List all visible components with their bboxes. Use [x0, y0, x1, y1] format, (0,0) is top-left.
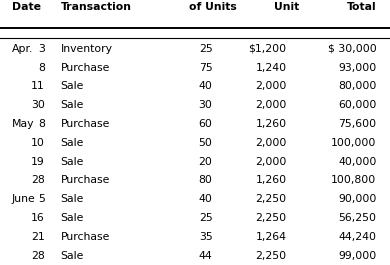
- Text: 28: 28: [31, 251, 45, 261]
- Text: 20: 20: [199, 157, 213, 167]
- Text: 100,800: 100,800: [331, 175, 376, 186]
- Text: 2,000: 2,000: [255, 81, 287, 91]
- Text: Purchase: Purchase: [60, 232, 110, 242]
- Text: Transaction: Transaction: [60, 2, 131, 12]
- Text: 99,000: 99,000: [338, 251, 376, 261]
- Text: 8: 8: [38, 119, 45, 129]
- Text: 30: 30: [199, 100, 213, 110]
- Text: Sale: Sale: [60, 251, 84, 261]
- Text: 2,250: 2,250: [255, 213, 287, 223]
- Text: Number
of Units: Number of Units: [188, 0, 237, 12]
- Text: 1,240: 1,240: [255, 63, 287, 73]
- Text: 25: 25: [199, 44, 213, 54]
- Text: 5: 5: [38, 194, 45, 204]
- Text: 19: 19: [31, 157, 45, 167]
- Text: Sale: Sale: [60, 194, 84, 204]
- Text: Purchase: Purchase: [60, 63, 110, 73]
- Text: 50: 50: [199, 138, 213, 148]
- Text: 1,260: 1,260: [255, 119, 287, 129]
- Text: June: June: [12, 194, 35, 204]
- Text: 2,250: 2,250: [255, 251, 287, 261]
- Text: 21: 21: [31, 232, 45, 242]
- Text: 1,264: 1,264: [256, 232, 287, 242]
- Text: 16: 16: [31, 213, 45, 223]
- Text: May: May: [12, 119, 34, 129]
- Text: Total: Total: [347, 2, 376, 12]
- Text: $ 30,000: $ 30,000: [328, 44, 376, 54]
- Text: 44,240: 44,240: [339, 232, 376, 242]
- Text: 2,250: 2,250: [255, 194, 287, 204]
- Text: 1,260: 1,260: [255, 175, 287, 186]
- Text: 25: 25: [199, 213, 213, 223]
- Text: 2,000: 2,000: [255, 157, 287, 167]
- Text: Apr.: Apr.: [12, 44, 33, 54]
- Text: 8: 8: [38, 63, 45, 73]
- Text: Purchase: Purchase: [60, 119, 110, 129]
- Text: 40: 40: [199, 194, 213, 204]
- Text: Per
Unit: Per Unit: [274, 0, 299, 12]
- Text: 40,000: 40,000: [338, 157, 376, 167]
- Text: 100,000: 100,000: [331, 138, 376, 148]
- Text: Sale: Sale: [60, 100, 84, 110]
- Text: Sale: Sale: [60, 157, 84, 167]
- Text: 90,000: 90,000: [338, 194, 376, 204]
- Text: Sale: Sale: [60, 81, 84, 91]
- Text: 10: 10: [31, 138, 45, 148]
- Text: $1,200: $1,200: [248, 44, 287, 54]
- Text: 28: 28: [31, 175, 45, 186]
- Text: 40: 40: [199, 81, 213, 91]
- Text: 2,000: 2,000: [255, 100, 287, 110]
- Text: Sale: Sale: [60, 138, 84, 148]
- Text: 56,250: 56,250: [339, 213, 376, 223]
- Text: 75,600: 75,600: [338, 119, 376, 129]
- Text: 2,000: 2,000: [255, 138, 287, 148]
- Text: 30: 30: [31, 100, 45, 110]
- Text: 60: 60: [199, 119, 213, 129]
- Text: 75: 75: [199, 63, 213, 73]
- Text: 11: 11: [31, 81, 45, 91]
- Text: 44: 44: [199, 251, 213, 261]
- Text: 80,000: 80,000: [338, 81, 376, 91]
- Text: 80: 80: [199, 175, 213, 186]
- Text: 60,000: 60,000: [338, 100, 376, 110]
- Text: Purchase: Purchase: [60, 175, 110, 186]
- Text: 35: 35: [199, 232, 213, 242]
- Text: Inventory: Inventory: [60, 44, 112, 54]
- Text: Date: Date: [12, 2, 41, 12]
- Text: 3: 3: [38, 44, 45, 54]
- Text: Sale: Sale: [60, 213, 84, 223]
- Text: 93,000: 93,000: [338, 63, 376, 73]
